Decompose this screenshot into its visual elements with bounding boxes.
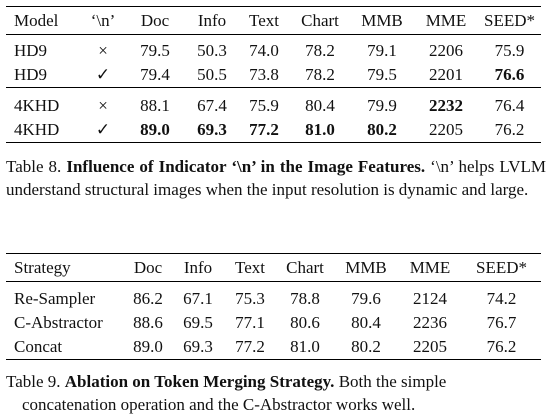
indicator-cell: × (98, 41, 108, 60)
col-header: MME (398, 253, 462, 282)
col-header: Text (238, 6, 290, 35)
col-header: Model (6, 6, 82, 35)
value-cell-best: 76.6 (478, 63, 541, 88)
value-cell: 67.4 (197, 96, 227, 115)
table-row: 4KHD ✓ 89.0 69.3 77.2 81.0 80.2 2205 76.… (6, 118, 541, 143)
caption-label: Table 8. (6, 157, 62, 176)
col-header: Doc (124, 253, 172, 282)
value-cell: 2236 (413, 313, 447, 332)
value-cell: 69.3 (172, 335, 224, 360)
value-cell: 2124 (413, 289, 447, 308)
value-cell: 77.2 (224, 335, 276, 360)
value-cell: 78.8 (290, 289, 320, 308)
value-cell: 50.5 (186, 63, 238, 88)
strategy-cell: C-Abstractor (14, 313, 103, 332)
value-cell: 69.5 (183, 313, 213, 332)
model-cell: 4KHD (14, 96, 60, 115)
value-cell: 76.4 (494, 96, 525, 115)
value-cell: 80.6 (290, 313, 320, 332)
model-cell: 4KHD (6, 118, 82, 143)
value-cell: 88.1 (140, 96, 170, 115)
value-cell: 89.0 (124, 335, 172, 360)
table-row: 4KHD × 88.1 67.4 75.9 80.4 79.9 2232 76.… (6, 94, 541, 118)
table-9-header-row: Strategy Doc Info Text Chart MMB MME SEE… (6, 253, 541, 282)
value-cell: 50.3 (197, 41, 227, 60)
value-cell-best: 69.3 (186, 118, 238, 143)
value-cell: 79.1 (367, 41, 397, 60)
value-cell: 2206 (429, 41, 463, 60)
value-cell: 80.2 (334, 335, 398, 360)
col-header: Info (172, 253, 224, 282)
model-cell: HD9 (6, 63, 82, 88)
indicator-cell: ✓ (82, 63, 124, 88)
value-cell: 78.2 (305, 41, 335, 60)
value-cell-best: 80.2 (350, 118, 414, 143)
model-cell: HD9 (14, 41, 48, 60)
col-header: Chart (276, 253, 334, 282)
value-cell: 73.8 (238, 63, 290, 88)
indicator-cell: ✓ (82, 118, 124, 143)
caption-label: Table 9. (6, 372, 61, 391)
col-header: ‘\n’ (82, 6, 124, 35)
value-cell: 2205 (398, 335, 462, 360)
value-cell: 80.4 (305, 96, 335, 115)
value-cell: 76.2 (478, 118, 541, 143)
col-header: Chart (290, 6, 350, 35)
caption-title: Ablation on Token Merging Strategy. (64, 372, 335, 391)
value-cell: 79.9 (367, 96, 397, 115)
value-cell: 79.6 (351, 289, 381, 308)
col-header: Text (224, 253, 276, 282)
table-8: Model ‘\n’ Doc Info Text Chart MMB MME S… (6, 6, 541, 143)
table-row: Re-Sampler 86.2 67.1 75.3 78.8 79.6 2124… (6, 287, 541, 311)
caption-line-2: concatenation operation and the C-Abstra… (22, 395, 416, 414)
value-cell: 67.1 (183, 289, 213, 308)
value-cell: 79.4 (124, 63, 186, 88)
value-cell: 81.0 (276, 335, 334, 360)
table-8-caption: Table 8. Influence of Indicator ‘\n’ in … (6, 155, 546, 201)
value-cell-best: 77.2 (238, 118, 290, 143)
col-header: SEED* (478, 6, 541, 35)
caption-title: Influence of Indicator ‘\n’ in the Image… (66, 157, 426, 176)
indicator-cell: × (98, 96, 108, 115)
value-cell: 88.6 (133, 313, 163, 332)
col-header: MME (414, 6, 478, 35)
value-cell: 74.0 (249, 41, 279, 60)
table-9: Strategy Doc Info Text Chart MMB MME SEE… (6, 253, 541, 360)
value-cell: 75.9 (249, 96, 279, 115)
col-header: Doc (124, 6, 186, 35)
value-cell: 77.1 (235, 313, 265, 332)
col-header: Strategy (6, 253, 124, 282)
value-cell-best: 2232 (429, 96, 463, 115)
value-cell-best: 89.0 (124, 118, 186, 143)
col-header: MMB (350, 6, 414, 35)
value-cell: 79.5 (140, 41, 170, 60)
col-header: MMB (334, 253, 398, 282)
col-header: SEED* (462, 253, 541, 282)
table-row: HD9 ✓ 79.4 50.5 73.8 78.2 79.5 2201 76.6 (6, 63, 541, 88)
value-cell: 75.3 (235, 289, 265, 308)
table-row: Concat 89.0 69.3 77.2 81.0 80.2 2205 76.… (6, 335, 541, 360)
table-8-header-row: Model ‘\n’ Doc Info Text Chart MMB MME S… (6, 6, 541, 35)
strategy-cell: Concat (6, 335, 124, 360)
value-cell: 74.2 (486, 289, 517, 308)
strategy-cell: Re-Sampler (14, 289, 96, 308)
value-cell: 78.2 (290, 63, 350, 88)
value-cell: 80.4 (351, 313, 381, 332)
caption-body: Both the simple (338, 372, 447, 391)
table-row: C-Abstractor 88.6 69.5 77.1 80.6 80.4 22… (6, 311, 541, 335)
caption-body: ‘\n’ helps LVLM understand structural im… (6, 157, 547, 199)
value-cell: 86.2 (133, 289, 163, 308)
value-cell: 76.2 (462, 335, 541, 360)
table-row: HD9 × 79.5 50.3 74.0 78.2 79.1 2206 75.9 (6, 39, 541, 63)
value-cell-best: 81.0 (290, 118, 350, 143)
table-9-caption: Table 9. Ablation on Token Merging Strat… (6, 370, 546, 416)
value-cell: 79.5 (350, 63, 414, 88)
value-cell: 76.7 (486, 313, 517, 332)
value-cell: 2201 (414, 63, 478, 88)
col-header: Info (186, 6, 238, 35)
value-cell: 2205 (414, 118, 478, 143)
caption-line-1: Table 9. Ablation on Token Merging Strat… (6, 370, 546, 393)
value-cell: 75.9 (494, 41, 525, 60)
